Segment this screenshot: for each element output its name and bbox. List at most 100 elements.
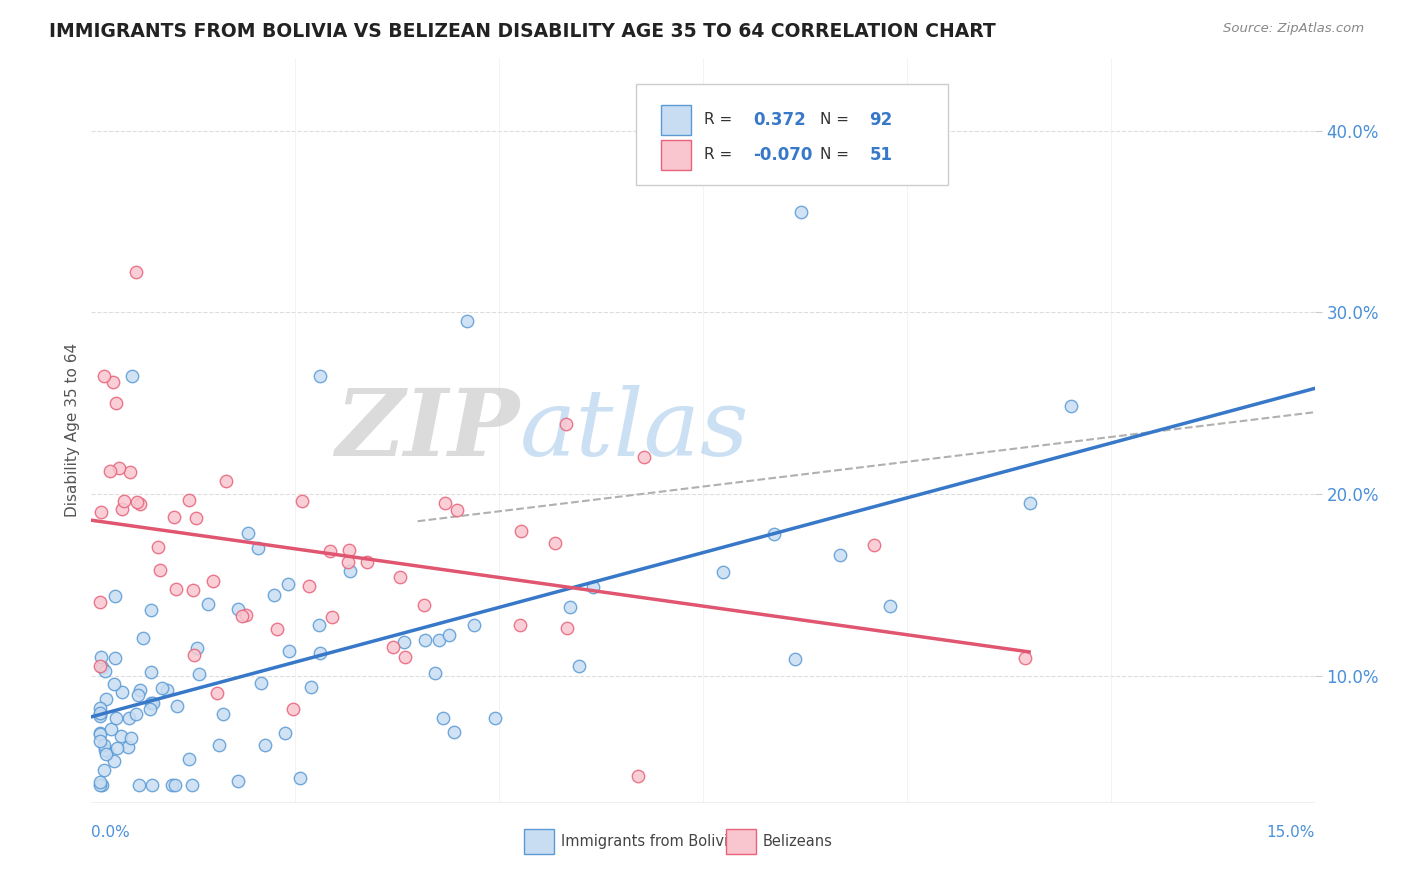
Point xyxy=(89,727,111,741)
Point xyxy=(89,708,111,723)
Point xyxy=(783,651,806,665)
Text: ZIP: ZIP xyxy=(335,385,520,475)
Point xyxy=(160,778,183,792)
Text: N =: N = xyxy=(821,112,849,128)
Point xyxy=(427,632,450,647)
Point xyxy=(103,754,125,768)
Point xyxy=(93,763,115,777)
Point xyxy=(298,579,321,593)
Point xyxy=(107,460,129,475)
Point xyxy=(1060,399,1083,413)
Point xyxy=(89,659,111,673)
Point xyxy=(90,650,112,665)
Point xyxy=(120,731,142,745)
Point xyxy=(235,607,257,622)
Point xyxy=(117,740,139,755)
Text: 51: 51 xyxy=(869,145,893,164)
Point xyxy=(104,651,127,665)
Point xyxy=(394,649,416,664)
Point xyxy=(177,752,200,766)
Point xyxy=(711,566,734,580)
Text: R =: R = xyxy=(704,112,733,128)
Point xyxy=(186,511,208,525)
Point xyxy=(288,771,311,785)
Point xyxy=(299,680,322,694)
Text: 0.0%: 0.0% xyxy=(91,825,131,840)
Point xyxy=(319,544,342,558)
Point xyxy=(129,497,152,511)
Text: 15.0%: 15.0% xyxy=(1267,825,1315,840)
Point xyxy=(277,577,299,591)
Point xyxy=(633,450,655,464)
Point xyxy=(274,726,297,740)
Point xyxy=(162,509,184,524)
Point xyxy=(432,711,454,725)
Point xyxy=(125,495,148,509)
Point xyxy=(100,464,122,478)
Point xyxy=(463,618,485,632)
Point xyxy=(433,496,456,510)
Point xyxy=(180,778,202,792)
Point xyxy=(568,659,591,673)
Point xyxy=(141,696,163,710)
Point xyxy=(186,641,208,656)
Point xyxy=(89,701,111,715)
Point xyxy=(443,725,465,739)
Point xyxy=(142,696,165,710)
Point xyxy=(139,602,162,616)
Point xyxy=(205,685,228,699)
Point xyxy=(197,597,219,611)
Point xyxy=(554,417,576,432)
Point xyxy=(339,564,361,578)
Point xyxy=(112,493,135,508)
Point xyxy=(381,640,404,654)
Point xyxy=(96,744,118,758)
Point xyxy=(412,598,434,612)
Point xyxy=(166,699,188,714)
Point xyxy=(93,743,115,757)
Point xyxy=(201,574,224,588)
Text: N =: N = xyxy=(821,147,849,162)
Point xyxy=(89,734,111,748)
Point xyxy=(183,648,205,663)
Text: IMMIGRANTS FROM BOLIVIA VS BELIZEAN DISABILITY AGE 35 TO 64 CORRELATION CHART: IMMIGRANTS FROM BOLIVIA VS BELIZEAN DISA… xyxy=(49,22,995,41)
Point xyxy=(105,740,128,755)
Point xyxy=(291,493,314,508)
Point xyxy=(89,775,111,789)
Point xyxy=(879,599,901,614)
Text: Source: ZipAtlas.com: Source: ZipAtlas.com xyxy=(1223,22,1364,36)
Point xyxy=(110,502,132,516)
Point xyxy=(121,368,143,383)
Point xyxy=(90,505,112,519)
Point xyxy=(543,535,565,549)
Text: atlas: atlas xyxy=(520,385,749,475)
Point xyxy=(181,582,204,597)
Point xyxy=(103,677,125,691)
Point xyxy=(558,599,581,614)
Point xyxy=(163,778,186,792)
Point xyxy=(555,621,578,635)
Point xyxy=(226,773,249,788)
Point xyxy=(100,723,122,737)
Point xyxy=(94,692,117,706)
Point xyxy=(356,555,378,569)
Point xyxy=(129,683,152,698)
Point xyxy=(128,688,150,702)
Point xyxy=(388,570,411,584)
Point xyxy=(94,747,117,762)
Point xyxy=(790,205,813,219)
Point xyxy=(141,778,163,792)
Point xyxy=(246,541,269,556)
Point xyxy=(863,538,886,552)
Point xyxy=(89,706,111,721)
Point xyxy=(104,590,127,604)
Point xyxy=(484,711,506,725)
Text: 92: 92 xyxy=(869,111,893,128)
Point xyxy=(91,778,114,792)
Point xyxy=(392,635,415,649)
Point xyxy=(128,778,150,792)
Point xyxy=(93,368,115,383)
Point xyxy=(104,711,127,725)
Point xyxy=(125,264,148,278)
Point xyxy=(146,540,169,554)
